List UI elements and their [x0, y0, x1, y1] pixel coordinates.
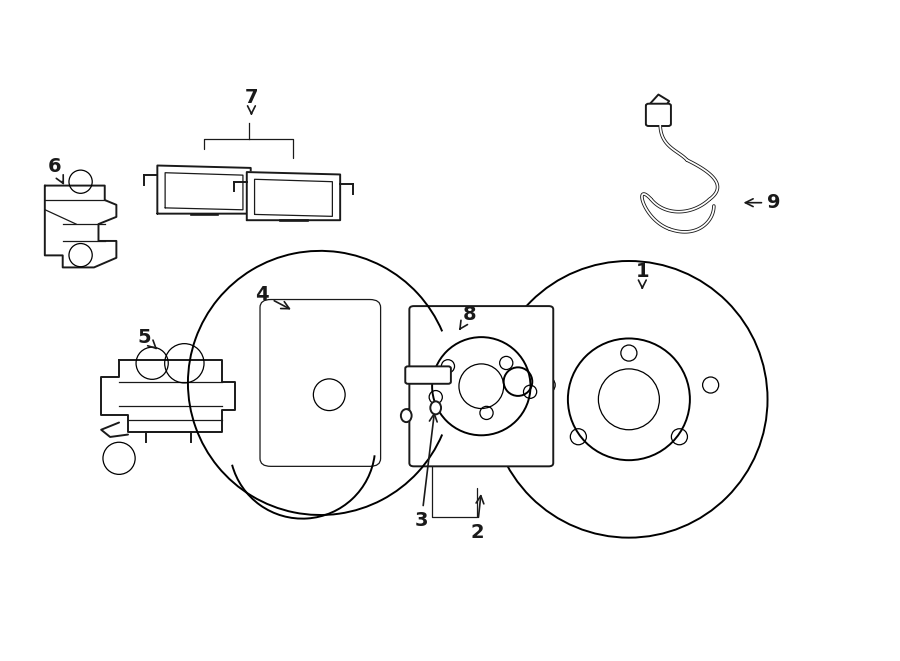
Text: 6: 6 — [48, 157, 63, 184]
Text: 3: 3 — [415, 414, 437, 530]
Polygon shape — [247, 172, 340, 220]
Text: 7: 7 — [245, 89, 258, 114]
Text: 2: 2 — [470, 496, 484, 542]
Text: 4: 4 — [256, 285, 290, 309]
Polygon shape — [158, 165, 251, 214]
Text: 5: 5 — [138, 328, 157, 348]
FancyBboxPatch shape — [405, 366, 451, 384]
Polygon shape — [101, 360, 235, 432]
Polygon shape — [45, 186, 116, 268]
Text: 9: 9 — [745, 193, 780, 212]
Ellipse shape — [400, 409, 411, 422]
Text: 8: 8 — [460, 305, 476, 329]
Text: 1: 1 — [635, 262, 649, 288]
Ellipse shape — [430, 401, 441, 414]
FancyBboxPatch shape — [646, 104, 670, 126]
FancyBboxPatch shape — [410, 306, 554, 466]
